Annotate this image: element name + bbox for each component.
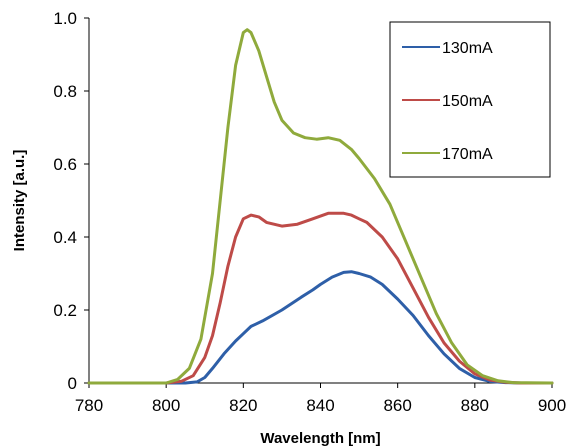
- x-tick-label: 780: [75, 396, 103, 415]
- legend-label: 150mA: [442, 93, 493, 110]
- x-tick-label: 840: [306, 396, 334, 415]
- y-tick-label: 0: [68, 374, 77, 393]
- x-tick-label: 820: [229, 396, 257, 415]
- y-tick-label: 0.8: [53, 82, 77, 101]
- x-tick-label: 880: [461, 396, 489, 415]
- legend-label: 130mA: [442, 40, 493, 57]
- legend: 130mA 150mA 170mA: [389, 21, 551, 178]
- x-tick-label: 860: [383, 396, 411, 415]
- y-tick-label: 0.4: [53, 228, 77, 247]
- x-axis-title: Wavelength [nm]: [260, 430, 380, 447]
- y-tick-label: 1.0: [53, 9, 77, 28]
- series-line-130mA: [87, 270, 554, 385]
- series-lines: [87, 28, 554, 385]
- y-axis-title: Intensity [a.u.]: [11, 150, 28, 252]
- x-tick-label: 900: [538, 396, 566, 415]
- series-line-170mA: [87, 28, 554, 385]
- y-axis-ticks: 0 0.2 0.4 0.6 0.8 1.0: [53, 9, 89, 393]
- y-tick-label: 0.2: [53, 301, 77, 320]
- x-axis-ticks: 780 800 820 840 860 880 900: [75, 383, 566, 415]
- legend-label: 170mA: [442, 146, 493, 163]
- x-tick-label: 800: [152, 396, 180, 415]
- series-line-150mA: [87, 211, 554, 385]
- y-tick-label: 0.6: [53, 155, 77, 174]
